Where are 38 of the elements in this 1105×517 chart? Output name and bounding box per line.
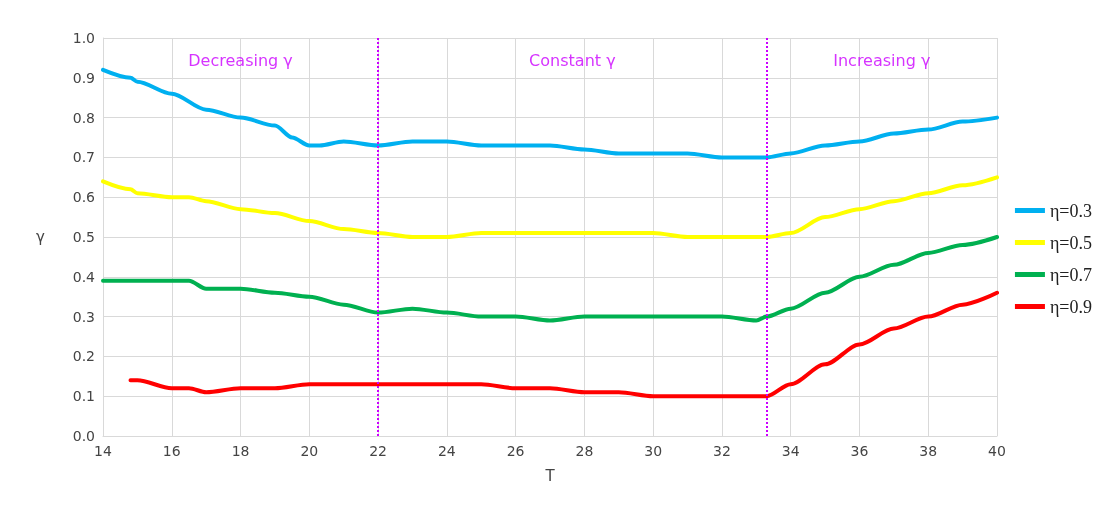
x-tick-label: 20 <box>300 443 319 459</box>
x-tick-label: 28 <box>575 443 594 459</box>
y-tick-label: 0.0 <box>72 428 95 444</box>
y-tick-label: 1.0 <box>72 30 95 46</box>
x-tick-label: 30 <box>644 443 663 459</box>
y-tick-label: 0.1 <box>72 388 95 405</box>
x-tick-label: 38 <box>919 443 938 459</box>
y-tick-label: 0.2 <box>72 348 95 365</box>
legend-label: η=0.3 <box>1049 200 1093 221</box>
x-tick-label: 18 <box>231 443 250 459</box>
y-tick-label: 0.4 <box>72 268 96 285</box>
x-tick-label: 14 <box>94 443 112 459</box>
line-series <box>101 235 999 323</box>
y-tick-label: 0.9 <box>72 69 95 86</box>
x-axis-title: T <box>544 466 556 485</box>
x-tick-label: 16 <box>162 443 181 459</box>
line-series <box>101 67 999 160</box>
y-tick-label: 0.7 <box>72 149 95 166</box>
x-tick-label: 34 <box>781 443 800 459</box>
annotation: Increasing γ <box>833 50 931 70</box>
y-tick-label: 0.5 <box>72 229 95 245</box>
line-series <box>101 175 999 239</box>
legend-label: η=0.7 <box>1049 264 1093 285</box>
annotation: Decreasing γ <box>188 50 293 70</box>
y-tick-label: 0.6 <box>72 189 96 206</box>
x-tick-label: 22 <box>369 443 387 459</box>
legend-label: η=0.9 <box>1049 296 1093 317</box>
x-tick-label: 24 <box>437 443 456 459</box>
y-tick-label: 0.3 <box>72 308 95 325</box>
x-tick-label: 32 <box>713 443 731 459</box>
x-tick-label: 36 <box>850 443 869 459</box>
x-tick-label: 26 <box>506 443 525 459</box>
y-tick-label: 0.8 <box>72 109 95 126</box>
y-axis-title: γ <box>36 228 46 246</box>
annotation: Constant γ <box>529 50 616 70</box>
x-tick-label: 40 <box>988 443 1006 459</box>
line-series <box>128 290 999 399</box>
legend-label: η=0.5 <box>1049 232 1093 253</box>
